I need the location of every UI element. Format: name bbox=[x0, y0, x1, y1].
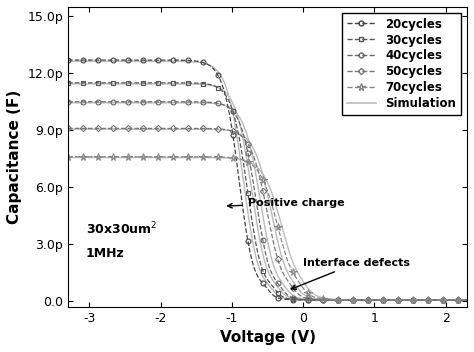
Text: Positive charge: Positive charge bbox=[228, 198, 344, 208]
Y-axis label: Capacitance (F): Capacitance (F) bbox=[7, 90, 22, 224]
X-axis label: Voltage (V): Voltage (V) bbox=[219, 330, 316, 345]
Legend: 20cycles, 30cycles, 40cycles, 50cycles, 70cycles, Simulation: 20cycles, 30cycles, 40cycles, 50cycles, … bbox=[342, 13, 461, 115]
Text: 1MHz: 1MHz bbox=[86, 247, 125, 260]
Text: Interface defects: Interface defects bbox=[292, 258, 410, 289]
Text: 30x30um$^2$: 30x30um$^2$ bbox=[86, 221, 157, 237]
